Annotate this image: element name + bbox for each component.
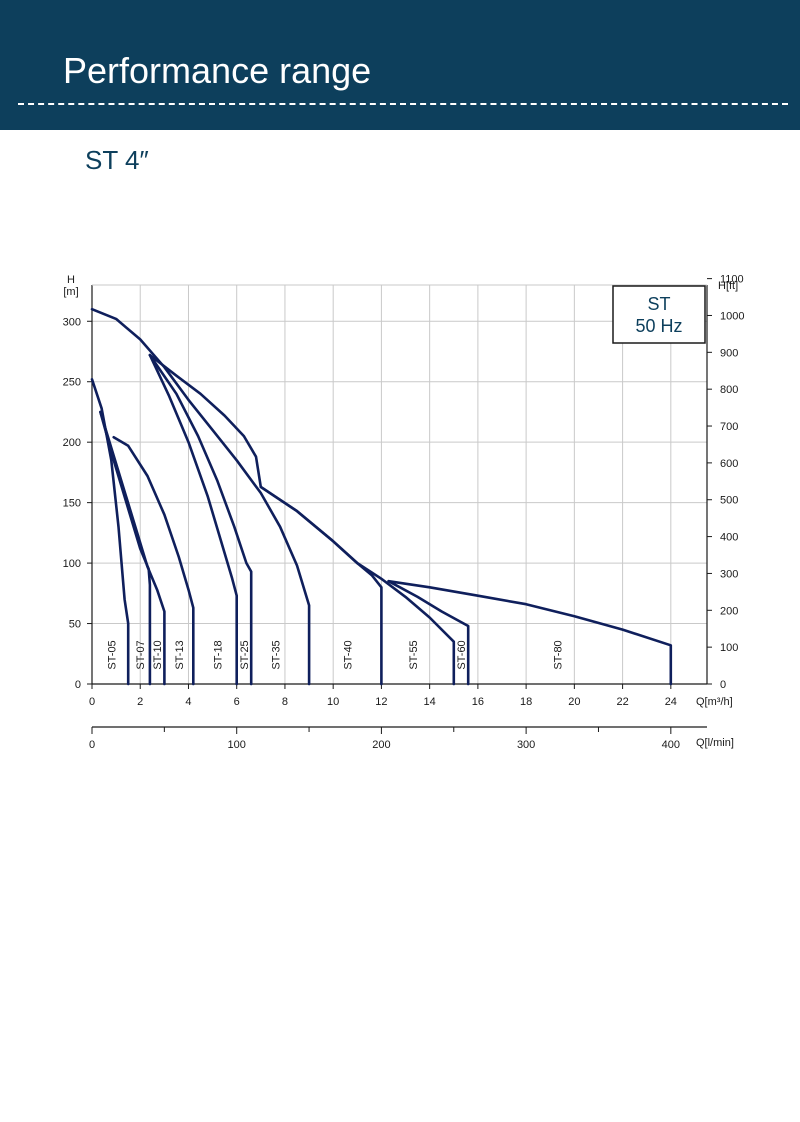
left-axis-tick-label: 100	[63, 558, 81, 570]
right-axis-tick-label: 900	[720, 347, 738, 359]
left-axis-tick-label: 0	[75, 679, 81, 691]
x-axis-tick-label: 24	[665, 696, 677, 708]
left-axis-label: H	[67, 274, 75, 286]
left-axis-tick-label: 250	[63, 377, 81, 389]
series-label-st-35: ST-35	[270, 640, 282, 669]
x-axis-tick-label: 8	[282, 696, 288, 708]
chart-curves	[90, 307, 673, 686]
left-axis-tick-label: 150	[63, 498, 81, 510]
right-axis-label: H[ft]	[718, 280, 738, 292]
right-axis-tick-label: 400	[720, 532, 738, 544]
curve-st-07	[99, 410, 152, 686]
legend-line2: 50 Hz	[635, 316, 682, 336]
series-label-st-13: ST-13	[174, 640, 186, 669]
legend-frame	[612, 285, 706, 344]
x-axis-tick-label: 4	[185, 696, 191, 708]
left-axis-tick-label: 300	[63, 316, 81, 328]
x-axis-tick-label: 6	[234, 696, 240, 708]
curve-st-10	[99, 410, 166, 686]
curve-st-25	[148, 353, 253, 686]
curve-st-35	[90, 307, 311, 686]
legend-line1: ST	[647, 294, 670, 314]
left-axis-tick-label: 200	[63, 437, 81, 449]
header-dashed-divider	[18, 103, 788, 105]
right-axis-tick-label: 100	[720, 642, 738, 654]
x-axis-tick-label: 18	[520, 696, 532, 708]
right-axis-tick-label: 0	[720, 679, 726, 691]
x-axis-tick-label: 14	[424, 696, 436, 708]
series-label-st-60: ST-60	[456, 640, 468, 669]
left-axis-unit: [m]	[63, 286, 78, 298]
secondary-axis-tick-label: 200	[372, 739, 390, 751]
series-label-st-55: ST-55	[408, 640, 420, 669]
x-axis-tick-label: 20	[568, 696, 580, 708]
right-axis-tick-label: 1100	[720, 274, 744, 286]
secondary-axis-tick-label: 400	[662, 739, 680, 751]
curve-st-18	[148, 353, 238, 686]
left-axis-tick-label: 50	[69, 619, 81, 631]
series-label-st-25: ST-25	[239, 640, 251, 669]
right-axis-tick-label: 700	[720, 421, 738, 433]
x-axis-tick-label: 0	[89, 696, 95, 708]
right-axis-tick-label: 500	[720, 495, 738, 507]
series-label-st-05: ST-05	[106, 640, 118, 669]
x-axis-secondary-label: Q[l/min]	[696, 737, 734, 749]
secondary-axis-tick-label: 300	[517, 739, 535, 751]
right-axis-tick-label: 300	[720, 568, 738, 580]
curve-st-60	[387, 579, 470, 686]
chart-labels: 0501001502002503000100200300400500600700…	[63, 274, 745, 751]
series-label-st-10: ST-10	[152, 640, 164, 669]
series-label-st-07: ST-07	[135, 640, 147, 669]
x-axis-tick-label: 2	[137, 696, 143, 708]
curve-st-55	[259, 485, 456, 686]
curve-st-13	[112, 435, 195, 686]
series-label-st-18: ST-18	[212, 640, 224, 669]
right-axis-tick-label: 600	[720, 458, 738, 470]
curve-st-80	[387, 579, 673, 686]
series-label-st-40: ST-40	[343, 640, 355, 669]
x-axis-tick-label: 12	[375, 696, 387, 708]
secondary-axis-tick-label: 0	[89, 739, 95, 751]
x-axis-tick-label: 16	[472, 696, 484, 708]
secondary-axis-tick-label: 100	[228, 739, 246, 751]
page-header: Performance range	[0, 0, 800, 130]
chart-subtitle: ST 4″	[85, 145, 149, 175]
right-axis-tick-label: 800	[720, 384, 738, 396]
right-axis-tick-label: 1000	[720, 310, 744, 322]
x-axis-tick-label: 10	[327, 696, 339, 708]
x-axis-label: Q[m³/h]	[696, 696, 733, 708]
chart-grid	[92, 285, 707, 684]
curve-st-05	[90, 377, 130, 686]
legend-box: ST 50 Hz	[612, 285, 706, 344]
page-title: Performance range	[63, 50, 372, 91]
right-axis-tick-label: 200	[720, 605, 738, 617]
series-label-st-80: ST-80	[553, 640, 565, 669]
x-axis-tick-label: 22	[616, 696, 628, 708]
curve-st-40	[148, 353, 383, 686]
